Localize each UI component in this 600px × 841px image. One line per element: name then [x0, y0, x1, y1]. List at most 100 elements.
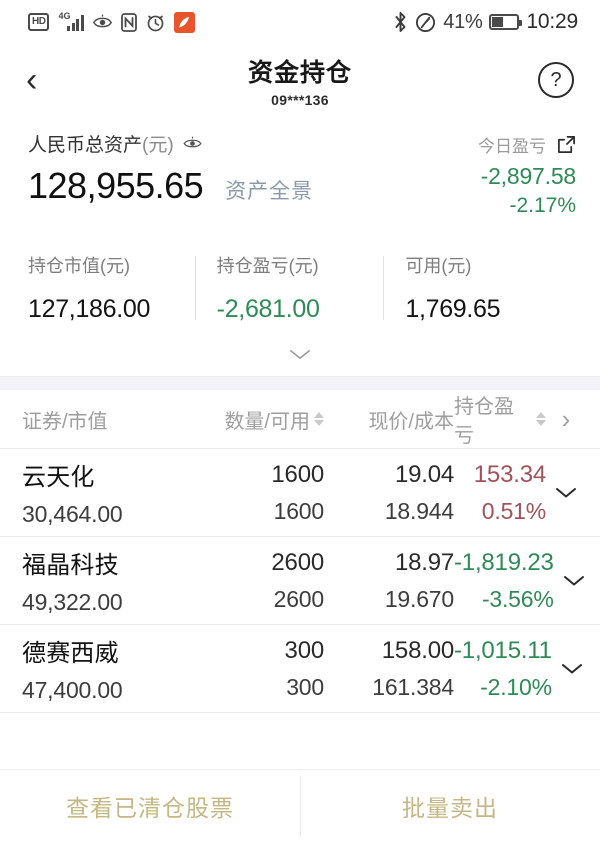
cell-price: 18.97 19.670 [324, 549, 454, 613]
chevron-down-icon [290, 349, 310, 359]
alarm-clock-icon [147, 15, 164, 31]
signal-4g-icon: 4G [58, 11, 84, 31]
battery-icon [489, 14, 523, 30]
batch-sell-button[interactable]: 批量卖出 [300, 774, 600, 837]
help-button[interactable]: ? [538, 62, 574, 98]
status-bar-left: HD 4G [28, 11, 195, 33]
stat-label: 持仓市值(元) [28, 256, 130, 276]
total-assets-label: 人民币总资产(元) [28, 135, 174, 156]
cell-quantity: 300 300 [172, 637, 325, 701]
chevron-down-icon [561, 664, 582, 674]
total-assets-left: 人民币总资产(元) 128,955.65 资产全景 [28, 130, 478, 218]
today-pl-percent: -2.17% [509, 194, 576, 217]
network-type-label: 4G [58, 11, 71, 21]
cell-price: 158.00 161.384 [324, 637, 454, 701]
expand-details-button[interactable] [0, 332, 600, 376]
sort-arrows-icon[interactable] [314, 412, 324, 426]
cost-value: 161.384 [372, 673, 454, 700]
row-expand-button[interactable] [554, 574, 594, 587]
sort-arrows-icon[interactable] [536, 412, 546, 426]
stat-value: 1,769.65 [405, 295, 501, 323]
cell-security: 福晶科技 49,322.00 [22, 545, 172, 616]
section-divider-band [0, 376, 600, 390]
cell-pl: -1,015.11 -2.10% [454, 637, 552, 701]
column-header-quantity[interactable]: 数量/可用 [172, 405, 324, 434]
hd-icon: HD [28, 13, 50, 31]
vibrate-icon [416, 12, 436, 32]
column-header-pl[interactable]: 持仓盈亏 [454, 390, 546, 448]
column-header-price[interactable]: 现价/成本 [324, 405, 454, 434]
security-name: 云天化 [22, 464, 95, 491]
quantity-value: 1600 [271, 460, 324, 488]
eye-icon[interactable] [183, 134, 202, 153]
eye-comfort-icon [92, 14, 112, 27]
cell-security: 云天化 30,464.00 [22, 457, 172, 528]
today-pl-value: -2,897.58 [480, 163, 577, 189]
price-value: 18.97 [394, 548, 454, 576]
holdings-stats: 持仓市值(元) 127,186.00 持仓盈亏(元) -2,681.00 可用(… [0, 252, 600, 324]
page-title: 资金持仓 [247, 58, 352, 87]
column-header-security[interactable]: 证券/市值 [22, 405, 172, 434]
available-value: 2600 [273, 585, 325, 612]
row-expand-button[interactable] [552, 662, 592, 675]
column-header-label: 证券/市值 [22, 410, 108, 433]
row-expand-button[interactable] [546, 486, 586, 499]
total-assets-value: 128,955.65 [28, 165, 204, 206]
status-bar: HD 4G [0, 0, 600, 44]
cell-quantity: 1600 1600 [172, 461, 324, 525]
quantity-value: 2600 [271, 548, 324, 576]
app-icon [173, 11, 195, 33]
total-assets-label-row: 人民币总资产(元) [28, 130, 478, 157]
table-row[interactable]: 德赛西威 47,400.00 300 300 158.00 161.384 -1… [0, 625, 600, 713]
bottom-action-bar: 查看已清仓股票 批量卖出 [0, 769, 600, 841]
bluetooth-icon [395, 12, 406, 32]
column-header-label: 现价/成本 [368, 410, 454, 433]
battery-percent-label: 41% [443, 10, 483, 33]
today-pl-section[interactable]: 今日盈亏 -2,897.58 -2.17% [478, 130, 576, 218]
security-market-value: 30,464.00 [22, 501, 123, 527]
clock-label: 10:29 [526, 10, 578, 33]
security-name: 德赛西威 [22, 640, 119, 667]
external-link-icon[interactable] [557, 135, 576, 154]
total-assets-section: 人民币总资产(元) 128,955.65 资产全景 今日盈亏 [0, 116, 600, 218]
more-columns-button[interactable]: › [546, 406, 586, 432]
today-pl-label-row: 今日盈亏 [478, 132, 576, 157]
cell-quantity: 2600 2600 [172, 549, 324, 613]
available-value: 1600 [273, 497, 325, 524]
pl-value: -1,015.11 [454, 636, 552, 664]
column-header-label: 数量/可用 [224, 410, 310, 433]
stat-holdings-pl: 持仓盈亏(元) -2,681.00 [194, 252, 384, 324]
pl-percent: 0.51% [481, 497, 546, 524]
column-header-label: 持仓盈亏 [454, 396, 514, 447]
stat-label: 可用(元) [405, 256, 472, 276]
back-chevron-icon[interactable]: ‹ [26, 61, 38, 99]
cell-pl: 153.34 0.51% [454, 461, 546, 525]
nfc-icon [121, 12, 137, 32]
asset-panorama-link[interactable]: 资产全景 [225, 180, 314, 203]
cell-security: 德赛西威 47,400.00 [22, 633, 172, 704]
chevron-down-icon [563, 576, 584, 586]
table-row[interactable]: 云天化 30,464.00 1600 1600 19.04 18.944 153… [0, 449, 600, 537]
security-market-value: 49,322.00 [22, 589, 123, 615]
signal-bars [67, 15, 84, 31]
cost-value: 18.944 [384, 497, 454, 524]
today-pl-label: 今日盈亏 [478, 137, 546, 156]
status-bar-right: 41% 10:29 [393, 10, 578, 34]
stat-value: -2,681.00 [216, 295, 320, 323]
pl-percent: -3.56% [481, 585, 554, 612]
cell-price: 19.04 18.944 [324, 461, 454, 525]
available-value: 300 [286, 673, 324, 700]
cell-pl: -1,819.23 -3.56% [454, 549, 554, 613]
total-assets-value-row: 128,955.65 资产全景 [28, 165, 478, 207]
stat-label: 持仓盈亏(元) [216, 256, 319, 276]
chevron-right-icon: › [561, 404, 571, 434]
page-header: ‹ 资金持仓 09***136 ? [0, 44, 600, 116]
table-row[interactable]: 福晶科技 49,322.00 2600 2600 18.97 19.670 -1… [0, 537, 600, 625]
content-spacer [0, 713, 600, 769]
header-titles: 资金持仓 09***136 [0, 53, 600, 108]
stat-value: 127,186.00 [28, 295, 151, 323]
pl-percent: -2.10% [480, 673, 552, 700]
price-value: 19.04 [394, 460, 454, 488]
view-cleared-stocks-button[interactable]: 查看已清仓股票 [66, 794, 234, 821]
